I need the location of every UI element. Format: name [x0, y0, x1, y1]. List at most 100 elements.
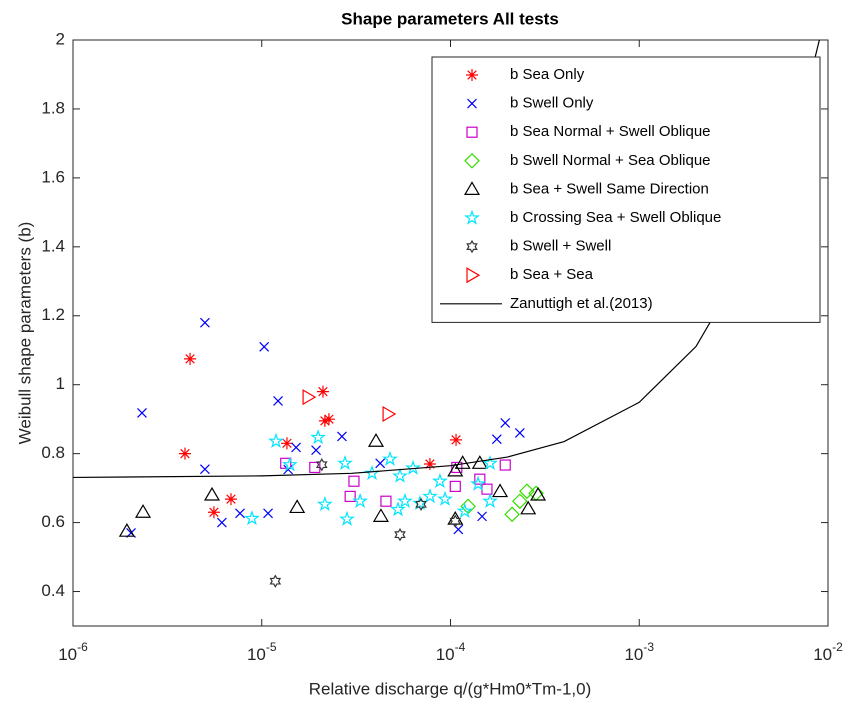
point — [216, 517, 227, 528]
legend-text: b Swell + Swell — [510, 238, 611, 255]
y-tick-label: 1.2 — [41, 305, 65, 324]
legend-text: b Sea Only — [510, 66, 585, 83]
y-tick-label: 0.8 — [41, 443, 65, 462]
point — [390, 501, 406, 517]
point — [372, 508, 389, 522]
x-axis-label: Relative discharge q/(g*Hm0*Tm-1,0) — [309, 679, 592, 698]
legend-marker — [464, 209, 480, 225]
point — [456, 502, 473, 518]
point — [530, 486, 547, 501]
point — [344, 490, 356, 502]
legend-marker — [467, 98, 477, 109]
point — [280, 457, 292, 469]
chart-title: Shape parameters All tests — [341, 9, 559, 28]
point — [415, 497, 427, 512]
point — [348, 475, 360, 487]
y-tick-label: 1 — [56, 374, 65, 393]
point — [263, 508, 273, 519]
legend-marker — [466, 126, 478, 138]
legend-marker — [466, 239, 478, 254]
point — [511, 493, 528, 510]
legend-text: Zanuttigh et al.(2013) — [510, 295, 653, 312]
point — [474, 473, 486, 485]
point — [235, 508, 245, 519]
point — [281, 456, 298, 472]
x-tick-label: 10-4 — [436, 640, 466, 664]
point — [482, 454, 498, 471]
point — [352, 492, 369, 508]
y-axis-label: Weibull shape parameters (b) — [15, 222, 34, 445]
point — [178, 447, 191, 460]
point — [337, 431, 347, 442]
point — [375, 458, 386, 469]
point — [491, 483, 509, 498]
point — [291, 442, 301, 453]
point — [339, 510, 355, 526]
point — [200, 464, 210, 475]
x-tick-label: 10-2 — [813, 640, 843, 664]
legend-text: b Sea + Sea — [510, 266, 594, 283]
point — [268, 432, 284, 448]
x-tick-label: 10-5 — [247, 640, 277, 664]
point — [289, 499, 306, 514]
point — [449, 514, 462, 528]
point — [449, 480, 461, 492]
point — [454, 455, 471, 469]
point — [451, 461, 463, 474]
point — [520, 500, 537, 515]
legend-marker — [466, 267, 481, 284]
point — [311, 445, 321, 456]
point — [137, 408, 147, 418]
point — [224, 493, 237, 506]
point — [450, 433, 463, 446]
legend-text: b Sea + Swell Same Direction — [510, 180, 709, 197]
y-tick-label: 1.6 — [41, 167, 65, 186]
point — [397, 492, 413, 508]
point — [477, 511, 488, 522]
point — [243, 510, 260, 526]
point — [134, 504, 152, 518]
legend — [431, 56, 821, 323]
y-tick-label: 0.4 — [41, 581, 65, 600]
point — [447, 462, 464, 477]
point — [394, 527, 406, 542]
point — [367, 433, 385, 447]
point — [482, 492, 498, 508]
legend-marker — [463, 181, 481, 195]
legend-marker — [464, 152, 480, 169]
point — [392, 467, 408, 483]
point — [337, 454, 353, 471]
point — [514, 428, 525, 438]
point — [315, 457, 328, 472]
point — [184, 352, 197, 365]
legend-text: b Crossing Sea + Swell Oblique — [510, 209, 721, 226]
point — [310, 429, 327, 445]
point — [203, 486, 221, 501]
point — [316, 385, 329, 398]
point — [432, 472, 448, 488]
point — [519, 483, 535, 500]
y-tick-label: 2 — [56, 29, 65, 48]
x-tick-label: 10-3 — [624, 640, 654, 664]
legend-marker — [466, 69, 478, 81]
point — [207, 506, 220, 519]
x-tick-label: 10-6 — [58, 640, 88, 664]
point — [273, 395, 283, 406]
point — [259, 341, 270, 352]
point — [382, 405, 397, 423]
point — [423, 457, 436, 470]
point — [322, 413, 335, 426]
point — [470, 475, 487, 491]
point — [422, 488, 438, 504]
legend-text: b Swell Only — [510, 95, 594, 112]
point — [405, 459, 421, 475]
y-tick-label: 1.8 — [41, 98, 65, 117]
point — [200, 317, 210, 328]
point — [382, 450, 398, 466]
point — [280, 437, 293, 450]
point — [504, 506, 520, 523]
point — [499, 459, 511, 471]
y-tick-label: 1.4 — [41, 236, 65, 255]
point — [316, 495, 333, 512]
